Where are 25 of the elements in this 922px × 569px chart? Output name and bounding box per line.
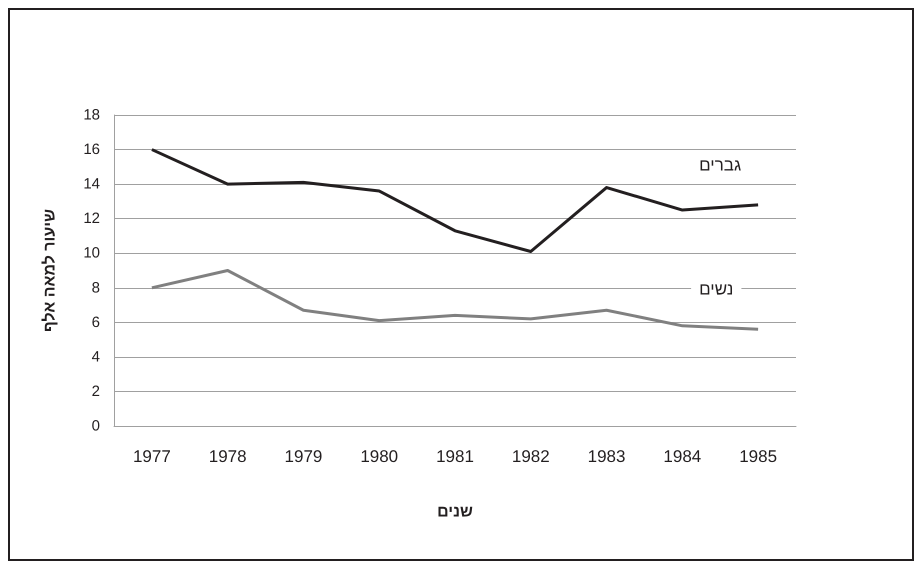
y-tick-label: 0	[92, 418, 100, 434]
y-tick-label: 12	[83, 210, 100, 228]
x-tick-label: 1985	[739, 447, 778, 466]
y-tick-label: 8	[92, 279, 100, 296]
series-label: גברים	[699, 155, 742, 174]
y-tick-label: 2	[92, 382, 100, 400]
x-tick-label: 1982	[512, 447, 550, 466]
x-tick-label: 1981	[436, 447, 474, 466]
x-tick-label: 1979	[284, 447, 322, 466]
y-tick-label: 18	[83, 106, 100, 124]
series-label: נשים	[699, 280, 734, 299]
x-tick-label: 1978	[208, 447, 247, 466]
line-series	[150, 148, 760, 253]
x-tick-label: 1984	[663, 447, 702, 466]
y-axis-title: שיעור למאה אלף	[40, 208, 58, 332]
y-tick-label: 16	[83, 141, 100, 158]
x-tick-label: 1977	[132, 447, 171, 466]
y-tick-label: 10	[83, 244, 100, 262]
x-tick-label: 1980	[360, 447, 398, 466]
x-tick-label: 1983	[588, 447, 626, 466]
x-axis-title: שנים	[437, 504, 474, 520]
y-tick-label: 6	[92, 314, 100, 331]
line-series	[150, 269, 760, 331]
y-tick-label: 4	[92, 348, 100, 366]
y-tick-label: 14	[83, 176, 100, 193]
